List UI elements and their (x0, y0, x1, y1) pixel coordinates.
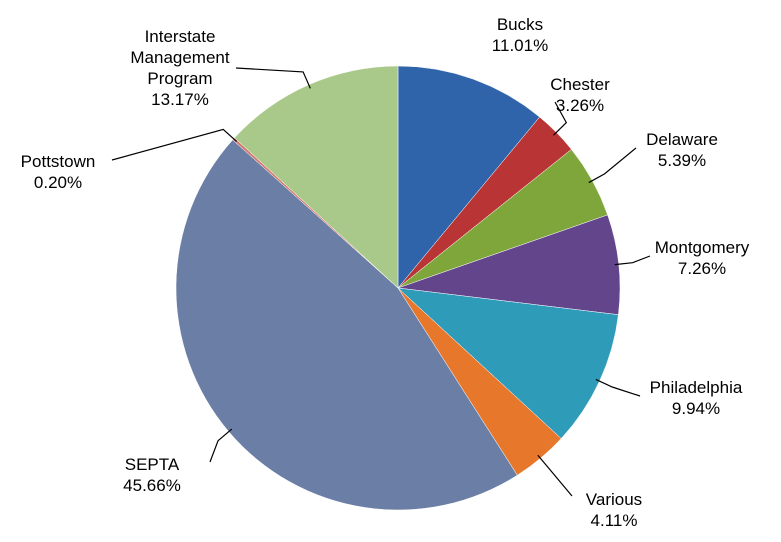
leader-line (595, 378, 641, 397)
category-label: Philadelphia (649, 378, 743, 397)
leader-line (537, 454, 573, 497)
category-label: Various (585, 490, 643, 509)
value-label: 7.26% (677, 259, 727, 278)
category-label: Chester (550, 75, 610, 94)
category-label: SEPTA (124, 455, 180, 474)
leader-line (614, 255, 651, 266)
slice-label: Philadelphia 9.94% (631, 377, 761, 419)
value-label: 11.01% (491, 36, 549, 55)
slice-label: SEPTA 45.66% (87, 454, 217, 496)
leader-line (588, 147, 637, 184)
leader-line (553, 101, 568, 136)
slice-label: Interstate Management Program 13.17% (118, 26, 243, 110)
pie-slice (397, 65, 540, 289)
category-label: Delaware (646, 130, 718, 149)
category-label: Pottstown (20, 152, 96, 171)
category-label: Interstate Management Program (130, 27, 230, 88)
value-label: 5.39% (657, 151, 707, 170)
category-label: Montgomery (654, 238, 750, 257)
leader-line (235, 67, 311, 89)
value-label: 13.17% (151, 90, 209, 109)
slice-label: Delaware 5.39% (617, 129, 747, 171)
slice-label: Various 4.11% (549, 489, 679, 531)
slice-label: Bucks 11.01% (455, 14, 585, 56)
value-label: 3.26% (555, 96, 605, 115)
value-label: 45.66% (123, 476, 181, 495)
slice-label: Pottstown 0.20% (0, 151, 123, 193)
leader-line (209, 428, 233, 463)
slice-label: Chester 3.26% (515, 74, 645, 116)
value-label: 4.11% (590, 511, 638, 530)
value-label: 9.94% (671, 399, 721, 418)
leader-line (111, 128, 237, 161)
slice-label: Montgomery 7.26% (637, 237, 767, 279)
category-label: Bucks (496, 15, 544, 34)
value-label: 0.20% (33, 173, 83, 192)
